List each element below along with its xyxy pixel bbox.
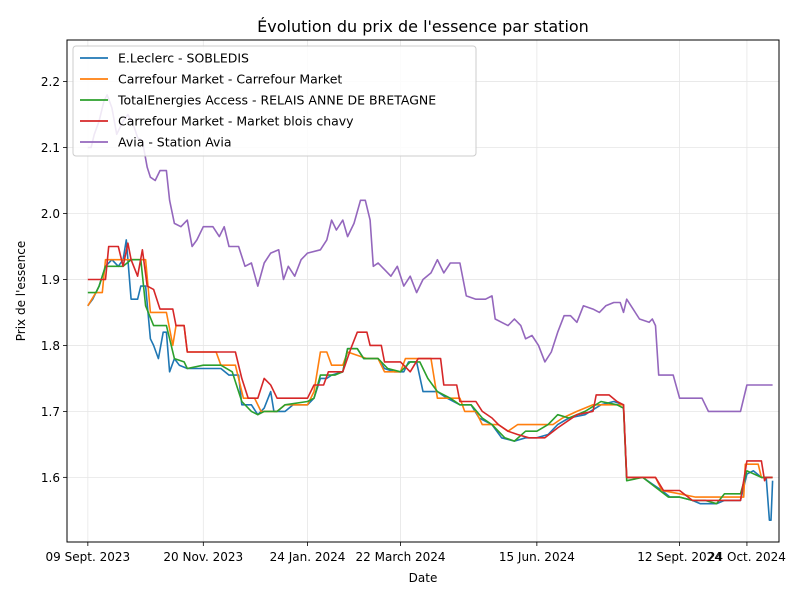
y-tick-label: 1.8	[41, 339, 60, 353]
legend-label: Carrefour Market - Market blois chavy	[118, 114, 354, 129]
y-tick-label: 2.0	[41, 207, 60, 221]
y-tick-label: 1.6	[41, 471, 60, 485]
plot-area-frame	[66, 39, 780, 543]
legend-label: Carrefour Market - Carrefour Market	[118, 72, 342, 87]
chart-title: Évolution du prix de l'essence par stati…	[257, 17, 589, 36]
x-tick-label: 24 Oct. 2024	[708, 550, 786, 564]
x-tick-label: 09 Sept. 2023	[46, 550, 131, 564]
y-axis-title: Prix de l'essence	[14, 241, 28, 342]
y-tick-label: 2.2	[41, 75, 60, 89]
y-tick-label: 2.1	[41, 141, 60, 155]
legend-label: E.Leclerc - SOBLEDIS	[118, 51, 249, 66]
y-tick-label: 1.9	[41, 273, 60, 287]
x-tick-label: 12 Sept. 2024	[637, 550, 722, 564]
y-tick-label: 1.7	[41, 405, 60, 419]
x-tick-label: 20 Nov. 2023	[163, 550, 243, 564]
x-tick-label: 24 Jan. 2024	[270, 550, 346, 564]
y-axis-ticks: 1.6 1.7 1.8 1.9 2.0 2.1 2.2	[41, 75, 67, 485]
x-tick-label: 22 March 2024	[356, 550, 446, 564]
x-axis-ticks: 09 Sept. 2023 20 Nov. 2023 24 Jan. 2024 22 …	[46, 542, 786, 564]
legend-label: Avia - Station Avia	[118, 135, 232, 150]
series-line-5	[87, 94, 773, 413]
series-line-2	[87, 258, 773, 498]
series-lines	[87, 94, 774, 522]
series-line-1	[87, 239, 774, 522]
legend-box	[72, 45, 477, 157]
legend-label: TotalEnergies Access - RELAIS ANNE DE BR…	[117, 93, 436, 108]
series-line-3	[87, 258, 773, 505]
x-tick-label: 15 Jun. 2024	[499, 550, 575, 564]
legend: E.Leclerc - SOBLEDIS Carrefour Market - C…	[72, 45, 477, 157]
series-line-4	[87, 242, 773, 502]
x-axis-title: Date	[409, 571, 438, 585]
